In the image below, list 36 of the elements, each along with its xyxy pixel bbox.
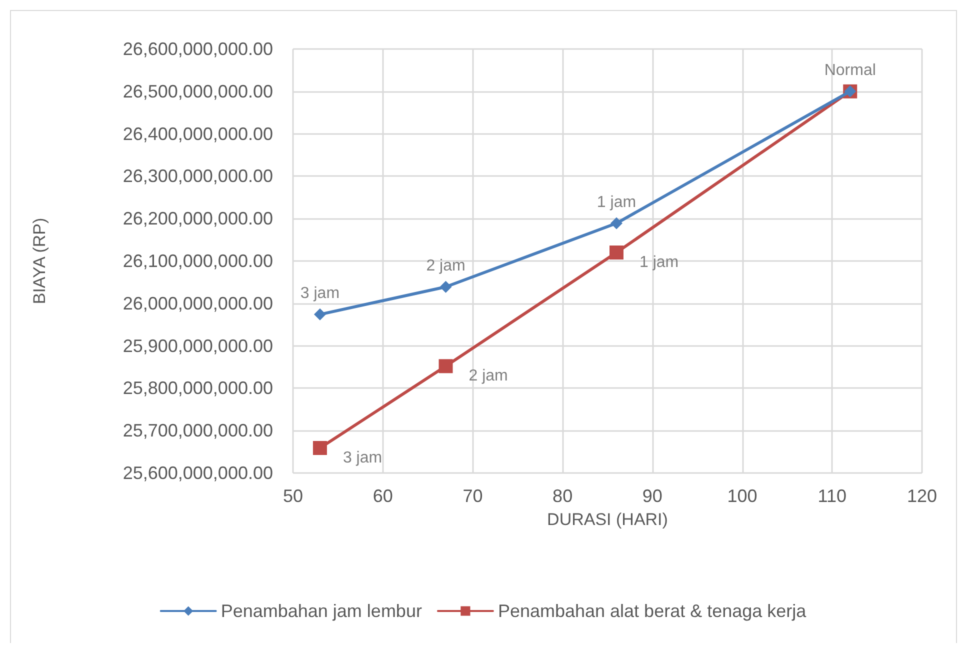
- x-axis-title: DURASI (HARI): [547, 510, 668, 529]
- x-tick-label: 110: [818, 486, 846, 506]
- y-tick-label: 26,400,000,000.00: [122, 124, 273, 144]
- x-tick-label: 70: [462, 486, 483, 506]
- x-tick-label: 120: [906, 486, 938, 506]
- point: [440, 280, 452, 293]
- y-tick-label: 25,600,000,000.00: [122, 463, 273, 483]
- x-tick-label: 80: [552, 486, 573, 506]
- point: [312, 440, 327, 455]
- y-tick-label: 26,500,000,000.00: [122, 81, 273, 102]
- y-tick-label: 26,200,000,000.00: [122, 208, 273, 229]
- x-tick-label: 50: [282, 486, 304, 506]
- annotation: 3 jam: [342, 449, 382, 466]
- point: [609, 246, 624, 260]
- y-tick-label: 25,700,000,000.00: [122, 420, 273, 441]
- y-tick-label: 25,900,000,000.00: [122, 336, 273, 356]
- annotation: Normal: [824, 62, 876, 79]
- annotation: 1 jam: [596, 194, 636, 211]
- x-tick-label: 60: [372, 486, 393, 506]
- y-tick-label: 26,100,000,000.00: [122, 251, 273, 271]
- legend-label: Penambahan jam lembur: [220, 601, 422, 621]
- annotation: 1 jam: [639, 254, 679, 272]
- point: [610, 217, 622, 230]
- annotation: 2 jam: [426, 257, 466, 274]
- point: [438, 359, 453, 374]
- annotation: 2 jam: [468, 368, 508, 385]
- annotation: 3 jam: [300, 284, 340, 302]
- y-axis-title: BIAYA (RP): [30, 218, 49, 304]
- x-tick-label: 90: [642, 486, 662, 506]
- legend-label: Penambahan alat berat & tenaga kerja: [498, 601, 808, 621]
- y-tick-label: 25,800,000,000.00: [122, 378, 273, 398]
- y-tick-label: 26,300,000,000.00: [122, 166, 273, 186]
- point: [314, 308, 326, 320]
- x-tick-label: 100: [727, 486, 758, 506]
- y-tick-label: 26,600,000,000.00: [122, 39, 273, 59]
- y-tick-label: 26,000,000,000.00: [122, 293, 273, 314]
